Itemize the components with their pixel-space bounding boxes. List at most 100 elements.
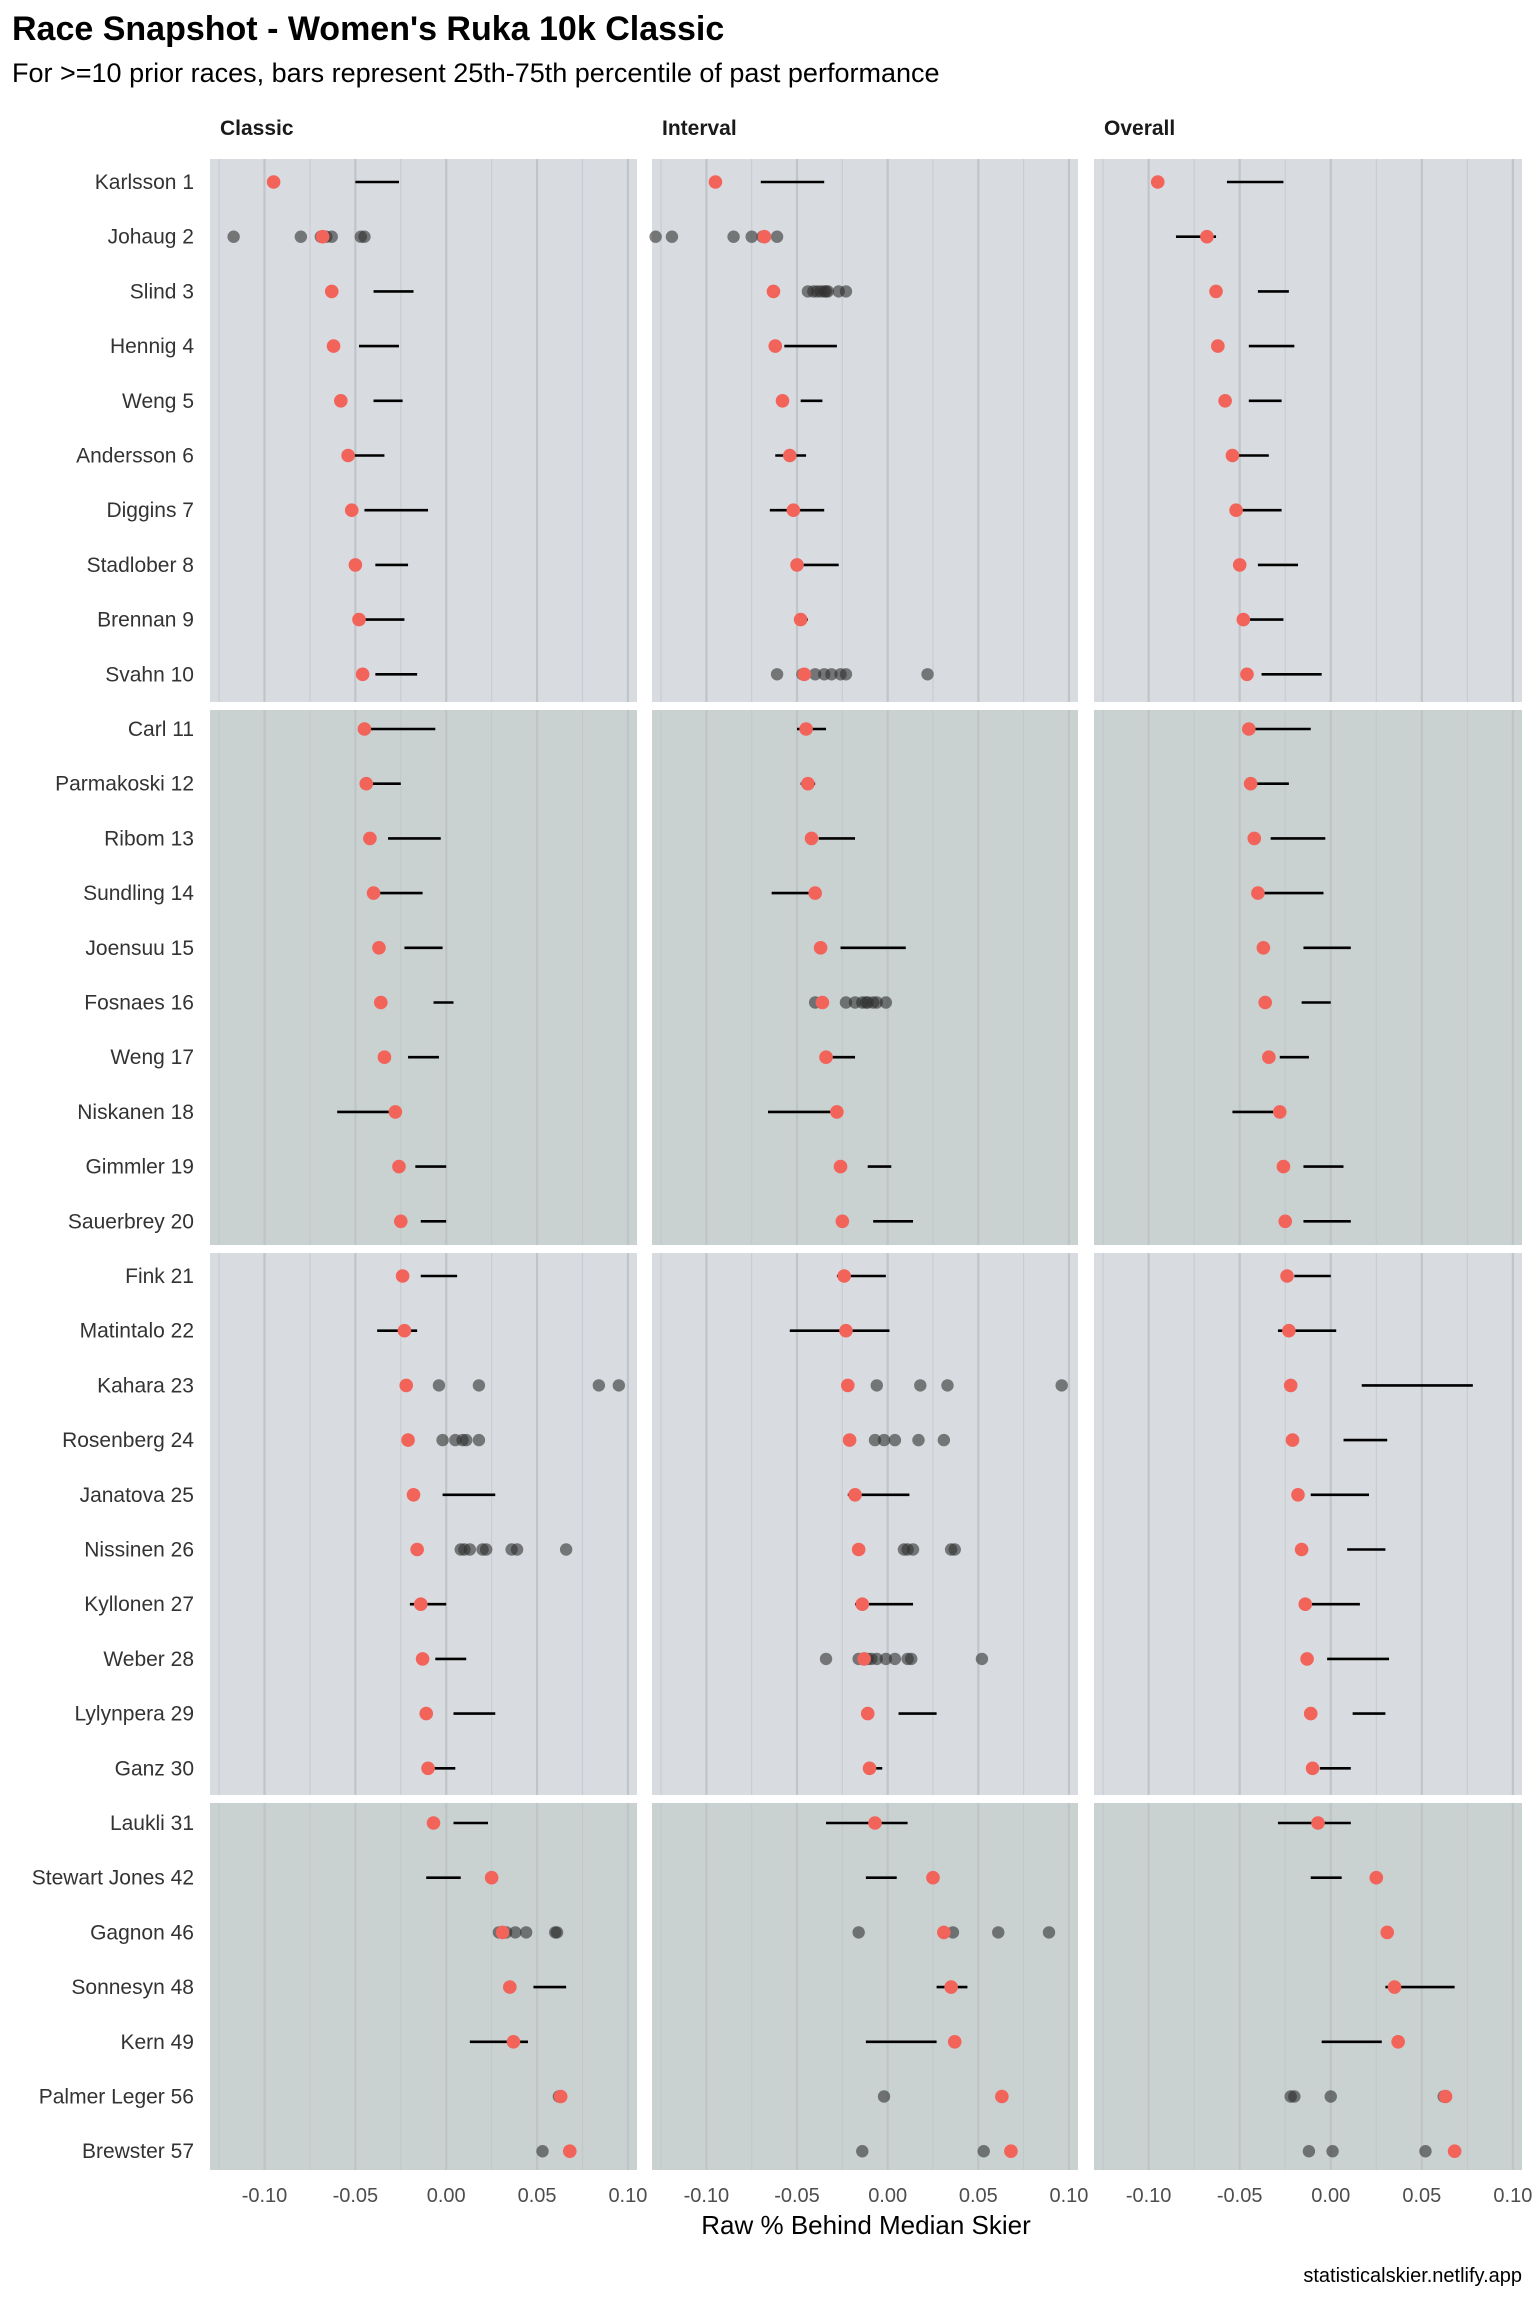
x-tick-label: 0.05: [959, 2185, 998, 2207]
skier-label: Sundling 14: [83, 882, 194, 905]
predicted-point: [401, 1433, 415, 1447]
predicted-point: [399, 1378, 414, 1393]
predicted-point: [421, 1761, 435, 1776]
predicted-point: [837, 1269, 851, 1283]
panel-classic: Classic -0.10 -0.05 0.00 0.05 0.10: [210, 117, 647, 2207]
x-tick-label: -0.05: [1217, 2185, 1263, 2207]
x-tick-label: 0.10: [1493, 2185, 1532, 2207]
past-race-point: [665, 230, 679, 243]
predicted-point: [1305, 1761, 1320, 1776]
past-race-point: [879, 1652, 893, 1666]
past-race-point: [977, 2145, 990, 2158]
skier-label: Kern 49: [120, 2031, 194, 2054]
past-race-point: [821, 285, 835, 298]
skier-label: Fosnaes 16: [84, 992, 194, 1015]
predicted-point: [1256, 941, 1271, 955]
past-race-point: [463, 1543, 477, 1556]
predicted-point: [1243, 776, 1258, 791]
predicted-point: [1004, 2144, 1018, 2158]
panel-background: [210, 159, 637, 702]
predicted-point: [374, 995, 388, 1010]
skier-label: Ribom 13: [104, 827, 194, 850]
skier-label: Rosenberg 24: [62, 1429, 194, 1452]
predicted-point: [388, 1105, 403, 1119]
predicted-point: [1150, 175, 1165, 189]
predicted-point: [359, 776, 374, 791]
panel-interval: Interval -0.10 -0.05 0.00 0.05 0.10: [649, 117, 1088, 2207]
panel-title: Interval: [662, 117, 737, 140]
past-race-point: [509, 1926, 522, 1939]
past-race-point: [839, 285, 853, 298]
predicted-point: [801, 776, 815, 791]
predicted-point: [562, 2144, 577, 2158]
past-race-point: [1326, 2145, 1339, 2158]
predicted-point: [840, 1378, 855, 1393]
panel-background: [1094, 1253, 1522, 1795]
predicted-point: [1278, 1214, 1293, 1229]
x-tick-label: 0.10: [1049, 2185, 1088, 2207]
predicted-point: [833, 1159, 848, 1174]
predicted-point: [397, 1323, 412, 1338]
past-race-point: [948, 1543, 961, 1556]
past-race-point: [432, 1379, 446, 1392]
skier-label: Weng 5: [122, 390, 194, 413]
skier-label: Kyllonen 27: [84, 1593, 194, 1616]
past-race-point: [510, 1543, 524, 1556]
past-race-point: [808, 668, 822, 681]
predicted-point: [1387, 1980, 1402, 1994]
predicted-point: [1247, 831, 1262, 846]
predicted-point: [926, 1870, 940, 1885]
past-race-point: [870, 996, 883, 1009]
past-race-point: [839, 668, 853, 681]
caption: statisticalskier.netlify.app: [1303, 2265, 1522, 2287]
predicted-point: [348, 558, 363, 572]
past-race-point: [870, 1652, 883, 1666]
panel-background: [652, 1253, 1078, 1795]
predicted-point: [1282, 1323, 1296, 1338]
past-race-point: [1419, 2145, 1432, 2158]
predicted-point: [355, 667, 370, 682]
past-race-point: [870, 1379, 883, 1392]
predicted-point: [1276, 1159, 1291, 1174]
panel-background: [652, 1803, 1078, 2170]
past-race-point: [649, 230, 662, 243]
x-tick-label: -0.10: [1126, 2185, 1172, 2207]
skier-label: Carl 11: [128, 718, 194, 741]
predicted-point: [503, 1980, 517, 1994]
predicted-point: [352, 612, 366, 627]
past-race-point: [941, 1379, 954, 1392]
panel-overall: Overall -0.10 -0.05 0.00 0.05 0.10: [1094, 117, 1532, 2207]
skier-label: Nissinen 26: [84, 1539, 194, 1562]
predicted-point: [944, 1980, 958, 1994]
predicted-point: [363, 831, 377, 846]
predicted-point: [830, 1105, 844, 1119]
predicted-point: [862, 1761, 877, 1776]
past-race-point: [472, 1379, 486, 1392]
past-race-point: [937, 1433, 951, 1447]
panel-background: [652, 710, 1078, 1245]
predicted-point: [1251, 886, 1265, 900]
x-tick-label: -0.05: [774, 2185, 820, 2207]
predicted-point: [1236, 612, 1251, 627]
skier-label: Stewart Jones 42: [32, 1867, 194, 1890]
predicted-point: [766, 284, 781, 299]
past-race-point: [519, 1926, 533, 1939]
predicted-point: [1438, 2089, 1453, 2104]
panel-background: [1094, 159, 1522, 702]
past-race-point: [536, 2145, 549, 2158]
predicted-point: [775, 394, 790, 408]
x-tick-label: 0.05: [518, 2185, 557, 2207]
predicted-point: [1291, 1488, 1305, 1502]
predicted-point: [819, 1050, 833, 1064]
predicted-point: [804, 831, 819, 846]
predicted-point: [377, 1050, 392, 1064]
predicted-point: [1258, 995, 1272, 1010]
past-race-point: [912, 1433, 925, 1447]
predicted-point: [1300, 1652, 1314, 1666]
past-race-point: [914, 1379, 927, 1392]
past-race-point: [852, 1926, 865, 1939]
past-race-point: [879, 996, 893, 1009]
predicted-point: [1225, 448, 1240, 463]
predicted-point: [326, 339, 341, 353]
